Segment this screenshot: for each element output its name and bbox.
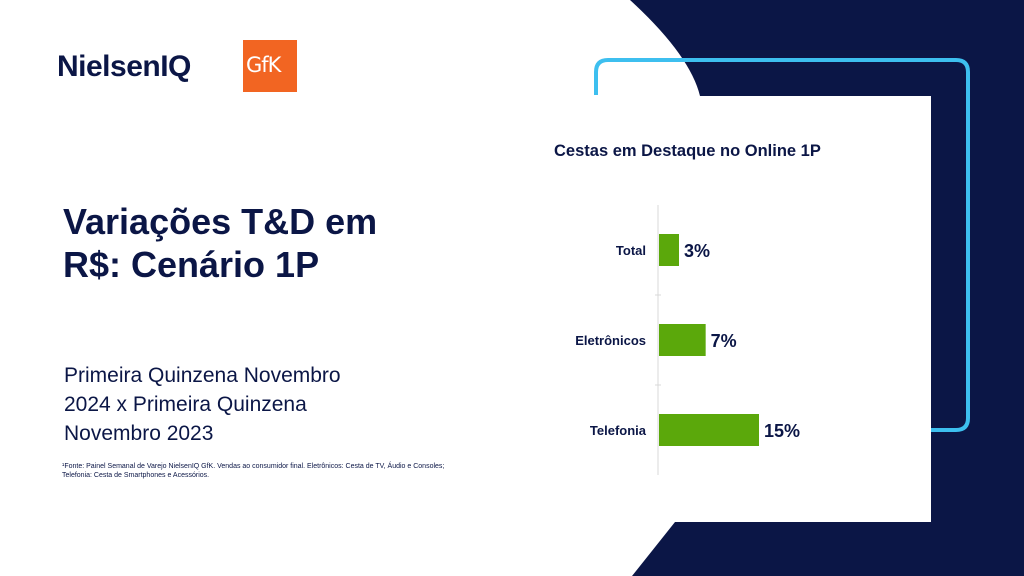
- data-label: 15%: [764, 421, 800, 441]
- data-label: 7%: [711, 331, 737, 351]
- nielseniq-logo: NielsenIQ: [57, 50, 191, 83]
- source-footnote: ¹Fonte: Painel Semanal de Varejo Nielsen…: [62, 463, 445, 479]
- bar: [659, 324, 706, 356]
- chart-title: Cestas em Destaque no Online 1P: [554, 142, 821, 160]
- data-label: 3%: [684, 241, 710, 261]
- category-label: Telefonia: [590, 423, 647, 438]
- slide-title: Variações T&D em R$: Cenário 1P: [63, 201, 378, 285]
- category-label: Eletrônicos: [575, 333, 646, 348]
- slide-subtitle: Primeira Quinzena Novembro 2024 x Primei…: [64, 364, 341, 445]
- bar: [659, 234, 679, 266]
- bar: [659, 414, 759, 446]
- bar-chart: Total 3% Eletrônicos 7% Telefonia 15%: [575, 205, 800, 475]
- gfk-logo: GfK: [243, 40, 297, 92]
- navy-background-shape: [630, 0, 1024, 576]
- gfk-logo-text: GfK: [246, 53, 281, 77]
- category-label: Total: [616, 243, 646, 258]
- cyan-frame-accent: [594, 58, 970, 432]
